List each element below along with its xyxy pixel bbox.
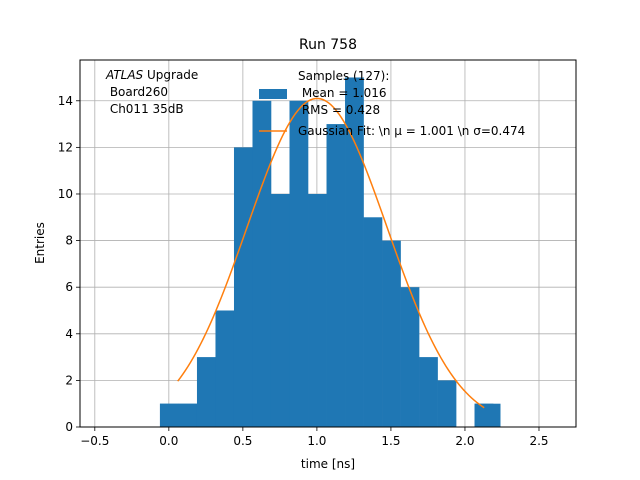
hist-bar-4 [233, 147, 253, 427]
fit-curve [177, 97, 485, 409]
annotation-text: ATLAS Upgrade Board260 Ch011 35dB [105, 68, 198, 116]
legend: Samples (127): Mean = 1.016 RMS = 0.428 … [259, 69, 525, 138]
hist-bar-10 [345, 77, 364, 427]
x-tick-label-2: 0.5 [233, 434, 252, 448]
annotation-atlas: ATLAS [105, 68, 144, 82]
axis-ticks: −0.5 0.0 0.5 1.0 1.5 2.0 2.5 0 2 4 6 8 10 12 14 [58, 94, 549, 448]
legend-samples-line2: Mean = 1.016 [298, 86, 387, 100]
hist-bar-8 [308, 193, 327, 427]
hist-edge-bar-0 [159, 403, 197, 427]
gaussian-fit [177, 97, 485, 409]
hist-bar-9 [326, 124, 346, 427]
legend-fit-label: Gaussian Fit: \n μ = 1.001 \n σ=0.474 [298, 124, 525, 138]
axes-frame [79, 59, 577, 428]
hist-bar-7 [289, 100, 309, 428]
y-tick-label-2: 4 [65, 327, 73, 341]
chart-title: Run 758 [299, 37, 357, 53]
hist-bar-6 [270, 193, 290, 427]
x-tick-label-3: 1.0 [307, 434, 326, 448]
x-tick-label-0: −0.5 [80, 434, 109, 448]
hist-bar-13 [400, 287, 420, 427]
y-tick-label-4: 8 [65, 234, 73, 248]
hist-edge-bar-1 [474, 403, 501, 427]
y-tick-label-3: 6 [65, 280, 73, 294]
legend-hist-patch [259, 89, 287, 99]
y-axis-label: Entries [33, 222, 47, 264]
y-tick-label-0: 0 [65, 420, 73, 434]
svg-text:ATLAS Upgrade: ATLAS Upgrade [105, 68, 198, 82]
annotation-board: Board260 [106, 85, 168, 99]
hist-bar-2 [196, 357, 216, 427]
legend-samples-line1: Samples (127): [298, 69, 389, 83]
x-axis-label: time [ns] [301, 457, 355, 471]
y-tick-label-7: 14 [58, 94, 73, 108]
hist-bar-14 [419, 357, 438, 427]
x-tick-label-6: 2.5 [529, 434, 548, 448]
x-tick-label-1: 0.0 [159, 434, 178, 448]
y-tick-label-6: 12 [58, 140, 73, 154]
hist-bar-5 [252, 100, 272, 428]
annotation-upgrade: Upgrade [143, 68, 198, 82]
x-tick-label-5: 2.0 [455, 434, 474, 448]
legend-samples-line3: RMS = 0.428 [298, 103, 380, 117]
histogram-bars [159, 77, 501, 428]
hist-bar-15 [437, 380, 457, 427]
annotation-channel: Ch011 35dB [106, 102, 184, 116]
y-tick-label-1: 2 [65, 373, 73, 387]
y-tick-label-5: 10 [58, 187, 73, 201]
hist-bar-12 [382, 240, 401, 427]
hist-bar-3 [215, 310, 235, 427]
hist-bar-11 [363, 217, 383, 427]
x-tick-label-4: 1.5 [381, 434, 400, 448]
